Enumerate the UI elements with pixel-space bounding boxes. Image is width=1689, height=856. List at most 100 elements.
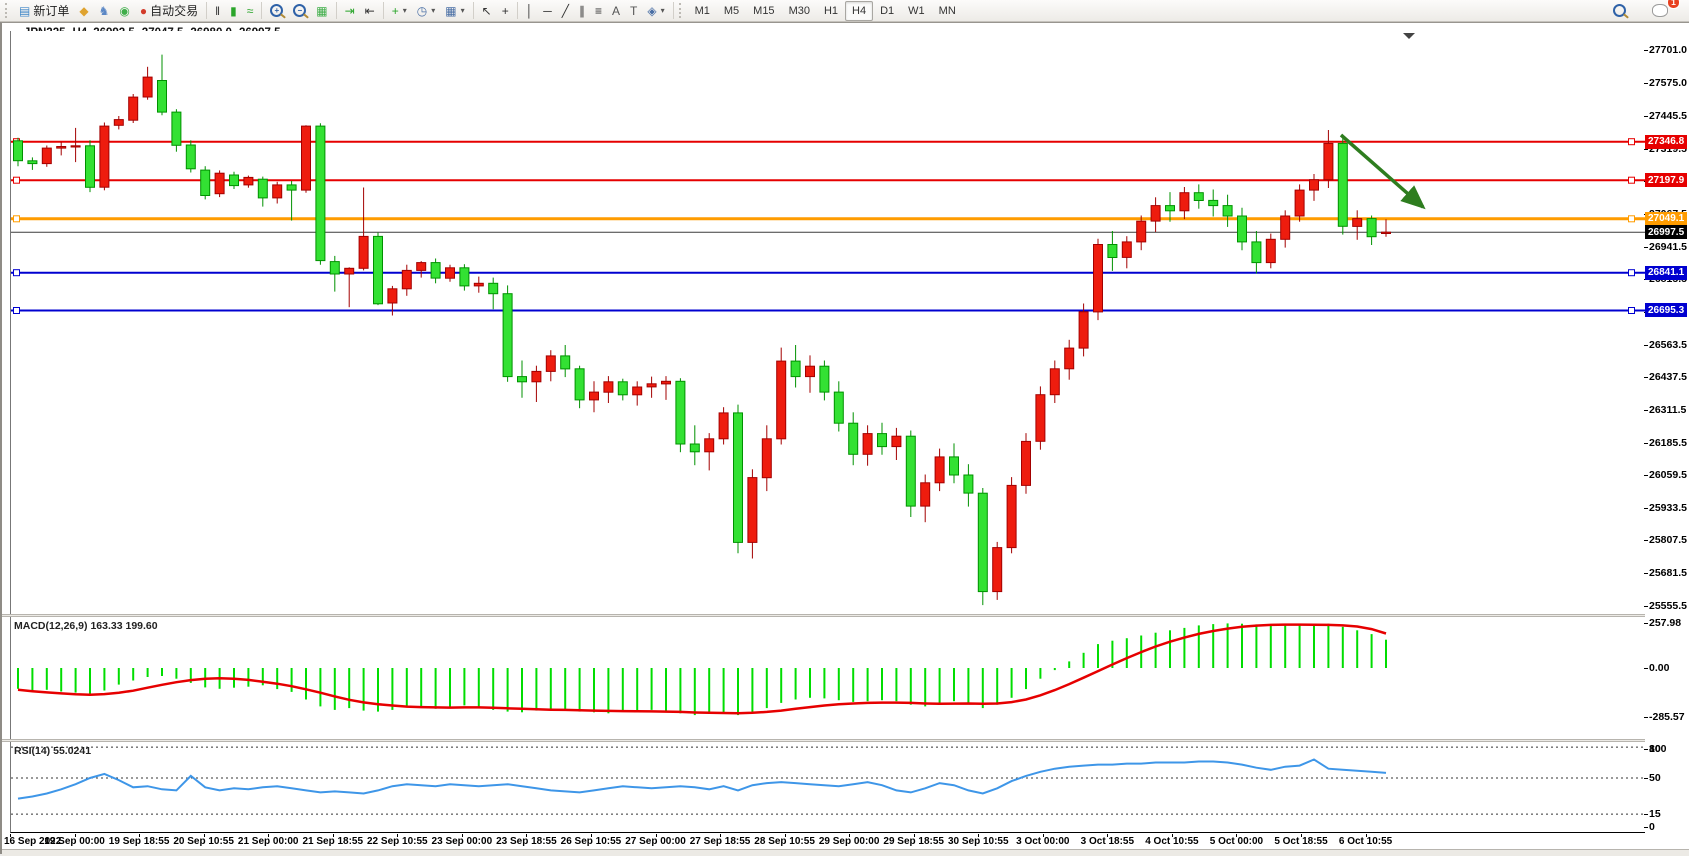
line-handle[interactable] [1628, 176, 1635, 184]
auto-scroll-button[interactable]: ⇥ [340, 0, 360, 22]
timeframe-m15[interactable]: M15 [753, 4, 775, 17]
chevron-down-icon[interactable]: ▾ [660, 6, 665, 15]
candle-body [243, 176, 254, 186]
timeframe-m5[interactable]: M5 [723, 4, 740, 17]
text-label-button[interactable]: T [625, 0, 642, 22]
line-handle[interactable] [1628, 138, 1635, 146]
pane-separator[interactable] [2, 614, 1689, 617]
date-tick [203, 834, 205, 837]
pane-separator[interactable] [2, 739, 1689, 742]
timeframe-m1[interactable]: M1 [694, 4, 710, 17]
date-tick-label: 23 Sep 00:00 [431, 836, 493, 847]
candlestick-chart-icon: ▮ [230, 3, 237, 18]
periods-button[interactable]: ◷ ▾ [412, 0, 441, 22]
fibonacci-button[interactable]: ≡ [590, 0, 607, 22]
line-handle[interactable] [1628, 215, 1635, 223]
timeframe-m30[interactable]: M30 [788, 4, 810, 17]
vertical-line-button[interactable]: │ [521, 0, 539, 22]
macd-pane[interactable] [10, 617, 1646, 740]
candlestick-chart-button[interactable]: ▮ [225, 0, 242, 22]
cursor-button[interactable]: ↖ [477, 0, 497, 22]
autotrading-button[interactable]: ● 自动交易 [135, 0, 203, 22]
date-tick-label: 27 Sep 00:00 [625, 836, 686, 847]
macd-tick-label: -285.57 [1644, 711, 1685, 723]
crosshair-button[interactable]: + [497, 0, 514, 22]
date-tick [1365, 834, 1367, 837]
zoom-out-button[interactable]: − [288, 0, 311, 22]
channel-button[interactable]: ∥ [574, 0, 590, 22]
templates-button[interactable]: ▦ ▾ [440, 0, 469, 22]
signals-button[interactable]: ◉ [114, 0, 134, 22]
horizontal-line-button[interactable]: ─ [538, 0, 557, 22]
rsi-pane[interactable] [10, 742, 1646, 833]
price-line-label: 27049.1 [1645, 211, 1688, 226]
date-tick [10, 834, 11, 837]
line-chart-button[interactable]: ≈ [242, 0, 259, 22]
arrows-button[interactable]: ◈ ▾ [642, 0, 669, 22]
timeframe-h4[interactable]: H4 [845, 0, 874, 21]
price-tick-label: 26941.5 [1644, 241, 1687, 253]
candle-body [200, 169, 211, 197]
timeframe-d1[interactable]: D1 [880, 4, 895, 17]
chevron-down-icon[interactable]: ▾ [460, 6, 465, 15]
line-handle[interactable] [1628, 269, 1635, 277]
candle-body [1193, 192, 1204, 201]
tile-windows-button[interactable]: ▦ [311, 0, 332, 22]
bar-chart-button[interactable]: ‖ [210, 0, 225, 22]
date-tick [784, 834, 786, 837]
timeframe-h1[interactable]: H1 [823, 4, 839, 17]
toolbar-separator [206, 2, 208, 19]
line-handle[interactable] [13, 307, 20, 314]
candle-body [920, 482, 931, 507]
macd-tick-label: 0.00 [1644, 662, 1669, 674]
price-axis[interactable]: 27701.027575.027445.527319.527193.527067… [1644, 23, 1689, 849]
timeframe-w1[interactable]: W1 [908, 4, 925, 17]
line-handle[interactable] [1628, 307, 1635, 314]
vertical-line-icon: │ [525, 3, 534, 18]
community-button[interactable]: ♞ [94, 0, 115, 22]
line-handle[interactable] [13, 215, 20, 223]
date-axis[interactable]: 16 Sep 2022 19 Sep 00:00 19 Sep 18:55 20 Se… [4, 834, 1680, 849]
timeframe-mn[interactable]: MN [938, 4, 956, 17]
date-tick [1171, 834, 1173, 837]
indicators-button[interactable]: + ▾ [387, 0, 412, 22]
date-tick [1236, 834, 1238, 837]
candle-body [1179, 192, 1190, 212]
signals-icon: ◉ [119, 3, 130, 18]
rsi-line [17, 758, 1387, 800]
toolbar-grip[interactable] [5, 3, 10, 18]
chart-shift-marker-icon[interactable] [1403, 33, 1415, 39]
candle-body [934, 456, 945, 484]
notifications-button[interactable]: 1 [1647, 0, 1680, 22]
candle-body [1265, 238, 1276, 264]
candle-body [790, 360, 801, 378]
date-tick-label: 5 Oct 18:55 [1274, 836, 1328, 847]
new-order-button[interactable]: ▤ 新订单 [14, 0, 74, 22]
candle-body [315, 125, 326, 262]
candle-body [531, 370, 542, 383]
search-button[interactable] [1608, 0, 1631, 22]
chat-bubble-icon [1652, 4, 1668, 17]
chevron-down-icon[interactable]: ▾ [402, 6, 407, 15]
price-line-label: 26695.3 [1645, 303, 1688, 318]
text-button[interactable]: A [607, 0, 625, 22]
periods-icon: ◷ [416, 3, 428, 18]
candle-body [963, 474, 974, 494]
candle-body [1006, 484, 1017, 549]
trend-arrow-annotation[interactable] [1339, 133, 1426, 210]
candle-body [257, 178, 268, 199]
zoom-in-button[interactable]: + [265, 0, 288, 22]
metaeditor-button[interactable]: ◆ [74, 0, 93, 22]
candle-body [1035, 394, 1046, 442]
chevron-down-icon[interactable]: ▾ [431, 6, 436, 15]
horizontal-line-icon: ─ [543, 3, 552, 18]
zoom-in-icon: + [270, 4, 284, 17]
timeframe-toolbar-grip[interactable] [678, 3, 684, 18]
bar-chart-icon: ‖ [215, 3, 221, 18]
trendline-button[interactable]: ╱ [557, 0, 574, 22]
price-pane[interactable] [10, 31, 1646, 614]
line-handle[interactable] [13, 176, 20, 184]
chart-shift-button[interactable]: ⇤ [360, 0, 380, 22]
date-tick-label: 5 Oct 00:00 [1209, 836, 1264, 847]
line-handle[interactable] [13, 269, 20, 277]
